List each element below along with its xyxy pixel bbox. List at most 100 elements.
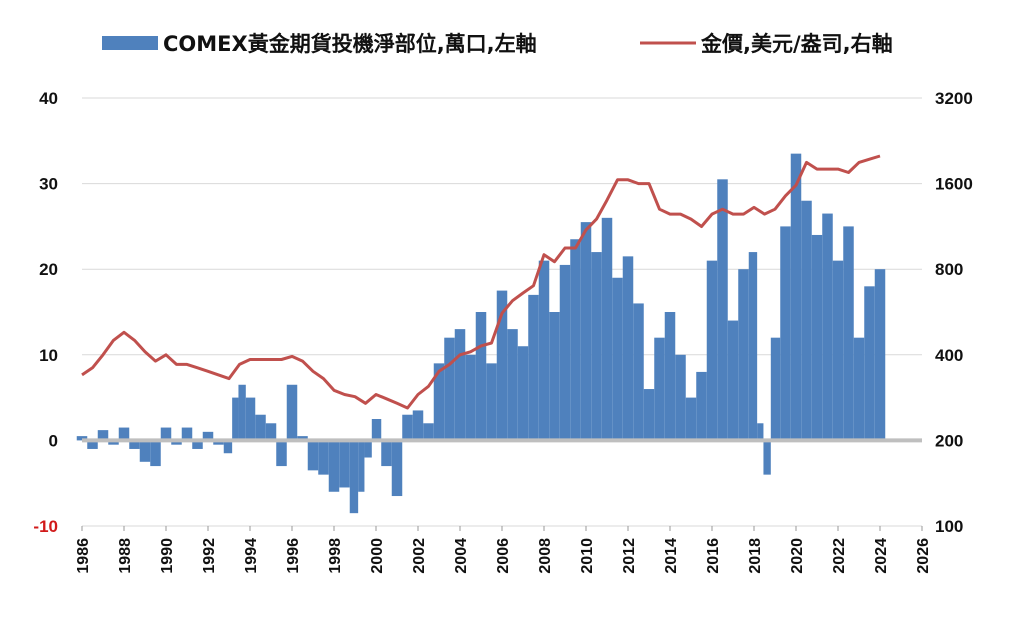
bar-2022.5 (843, 226, 854, 441)
bar-2018.3 (757, 423, 764, 441)
x-tick-label-2004: 2004 (453, 538, 470, 574)
bar-2007 (517, 346, 529, 441)
legend-label-positions: COMEX黃金期貨投機淨部位,萬口,左軸 (163, 32, 537, 56)
positions-bars (76, 153, 886, 514)
bar-1999.3 (358, 440, 365, 492)
bar-2016 (706, 260, 718, 441)
bar-2018.6 (763, 440, 771, 475)
bar-2022 (832, 260, 844, 441)
bar-2015 (685, 397, 697, 441)
bar-1991.5 (192, 440, 203, 449)
left-tick-label-0: 0 (49, 431, 58, 450)
right-tick-label-1600: 1600 (935, 175, 973, 194)
bar-1989 (139, 440, 151, 462)
bar-2024 (874, 269, 886, 441)
bar-2006.5 (507, 329, 518, 441)
bar-2021 (811, 234, 823, 441)
bar-2013 (643, 389, 655, 441)
bar-1990 (160, 427, 172, 441)
x-tick-label-2022: 2022 (831, 538, 848, 574)
bar-2002.5 (423, 423, 434, 441)
bar-2009.5 (570, 239, 581, 441)
bar-2017.5 (738, 269, 749, 441)
x-tick-label-1986: 1986 (75, 538, 92, 574)
x-tick-label-1992: 1992 (201, 538, 218, 574)
bar-2004.5 (465, 354, 476, 441)
bar-1989.5 (150, 440, 161, 467)
bar-1987 (97, 430, 109, 441)
bar-2005.5 (486, 363, 497, 441)
bar-2007.5 (528, 294, 539, 441)
bar-2014 (664, 312, 676, 441)
bar-2002 (412, 410, 424, 441)
x-tick-label-1996: 1996 (285, 538, 302, 574)
right-tick-label-200: 200 (935, 431, 963, 450)
bar-2005 (475, 312, 487, 441)
bar-1988.5 (129, 440, 140, 449)
bar-2006 (496, 290, 508, 441)
bar-1986 (76, 436, 88, 441)
bar-1999 (349, 440, 359, 514)
x-tick-label-2000: 2000 (369, 538, 386, 574)
x-axis: 1986 1988 1990 1992 1994 1996 1998 2000 2002 2004… (75, 526, 932, 574)
bar-1999.6 (364, 440, 372, 458)
bar-2000 (371, 419, 382, 441)
left-tick-label-20: 20 (39, 260, 58, 279)
x-tick-label-2024: 2024 (873, 538, 890, 574)
x-tick-label-2010: 2010 (579, 538, 596, 574)
bar-1998 (328, 440, 340, 492)
gold-price-line (81, 154, 881, 410)
bar-1995 (265, 423, 277, 441)
bar-2004 (454, 329, 466, 441)
x-tick-label-2012: 2012 (621, 538, 638, 574)
bar-1996.5 (297, 436, 308, 441)
bar-2003 (433, 363, 445, 441)
x-tick-label-1994: 1994 (243, 538, 260, 574)
x-tick-label-1998: 1998 (327, 538, 344, 574)
legend-label-gold-price: 金價,美元/盎司,右軸 (700, 32, 893, 56)
bar-1994.5 (255, 414, 266, 441)
bar-2009 (559, 264, 571, 441)
bar-2020.5 (801, 200, 812, 441)
bar-2008 (538, 260, 550, 441)
bar-2011 (601, 217, 613, 441)
bar-2018 (748, 252, 758, 441)
bar-1993 (223, 440, 233, 454)
bar-2012.5 (633, 303, 644, 441)
x-tick-label-2014: 2014 (663, 538, 680, 574)
bar-2023.5 (864, 286, 875, 441)
x-tick-label-2020: 2020 (789, 538, 806, 574)
legend: COMEX黃金期貨投機淨部位,萬口,左軸 金價,美元/盎司,右軸 (102, 32, 893, 56)
bar-2023 (853, 337, 865, 441)
bar-2019.5 (780, 226, 791, 441)
bar-1997.5 (318, 440, 329, 475)
bar-1991 (181, 427, 193, 441)
bar-2003.5 (444, 337, 455, 441)
left-tick-label-10: 10 (39, 346, 58, 365)
right-tick-label-100: 100 (935, 517, 963, 536)
right-tick-label-400: 400 (935, 346, 963, 365)
x-tick-label-2026: 2026 (915, 538, 932, 574)
bar-2014.5 (675, 354, 686, 441)
x-tick-label-1988: 1988 (117, 538, 134, 574)
bar-2020 (790, 153, 802, 441)
left-tick-label--10: -10 (33, 517, 58, 536)
bar-2010 (580, 222, 592, 441)
bar-2019 (770, 337, 781, 441)
x-tick-label-2002: 2002 (411, 538, 428, 574)
bar-1998.5 (339, 440, 350, 488)
bar-2010.5 (591, 252, 602, 441)
right-axis: 100 200 400 800 1600 3200 (935, 89, 973, 536)
bar-1988 (118, 427, 130, 441)
bar-2001.5 (402, 414, 413, 441)
legend-swatch-positions (102, 36, 158, 50)
gold-price-polyline (81, 154, 881, 410)
bar-2016.5 (717, 179, 728, 441)
bar-2000.5 (381, 440, 392, 467)
bar-1990.5 (171, 440, 182, 445)
bar-2008.5 (549, 312, 560, 441)
bar-1996 (286, 384, 298, 441)
x-tick-label-1990: 1990 (159, 538, 176, 574)
x-tick-label-2018: 2018 (747, 538, 764, 574)
bar-1993.6 (238, 384, 246, 441)
